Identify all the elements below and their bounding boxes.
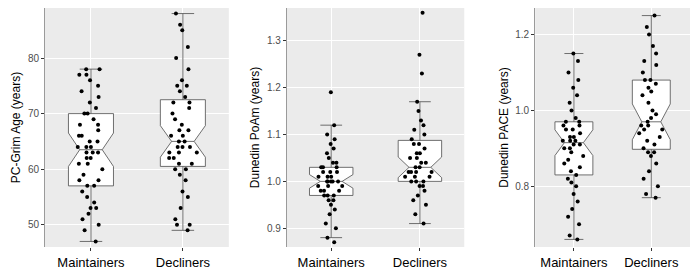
svg-text:60: 60 [28,164,40,175]
svg-text:70: 70 [28,108,40,119]
svg-text:1.3: 1.3 [267,35,281,46]
svg-text:Maintainers: Maintainers [540,255,608,270]
svg-text:Decliners: Decliners [624,255,679,270]
svg-text:1.2: 1.2 [515,29,529,40]
svg-text:50: 50 [28,219,40,230]
svg-text:1.1: 1.1 [267,129,281,140]
svg-text:Dunedin PoAm (years): Dunedin PoAm (years) [248,67,262,188]
svg-text:0.9: 0.9 [267,223,281,234]
svg-text:Maintainers: Maintainers [298,255,366,270]
svg-text:1.0: 1.0 [267,176,281,187]
svg-text:PC-Grim Age (years): PC-Grim Age (years) [9,72,23,183]
svg-text:80: 80 [28,53,40,64]
svg-text:1.0: 1.0 [515,105,529,116]
svg-text:Decliners: Decliners [393,255,448,270]
svg-text:Dunedin PACE (years): Dunedin PACE (years) [497,67,511,188]
svg-text:Decliners: Decliners [156,255,211,270]
svg-text:1.2: 1.2 [267,82,281,93]
svg-text:Maintainers: Maintainers [57,255,125,270]
svg-text:0.8: 0.8 [515,181,529,192]
